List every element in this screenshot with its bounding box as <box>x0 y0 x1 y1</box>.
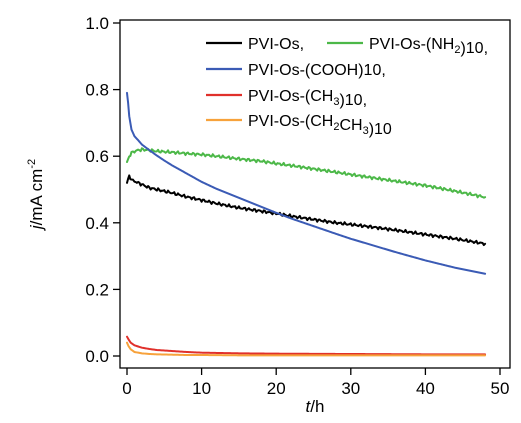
y-tick-label: 0.0 <box>85 347 109 366</box>
legend: PVI-Os, PVI-Os-(NH2)10, PVI-Os-(COOH)10, PV… <box>206 36 488 138</box>
x-tick-label: 40 <box>416 379 435 398</box>
x-tick-label: 10 <box>192 379 211 398</box>
legend-label: PVI-Os-(NH2)10, <box>369 36 488 57</box>
axis-titles: t/h j/mA cm-2 <box>26 159 324 416</box>
legend-label: PVI-Os-(CH3)10, <box>248 88 367 109</box>
y-tick-label: 1.0 <box>85 14 109 33</box>
y-tick-label: 0.2 <box>85 280 109 299</box>
plot-frame <box>119 19 511 369</box>
axis-ticks: 0 10 20 30 40 50 0.0 0.2 0.4 0.6 0.8 1.0 <box>85 14 509 398</box>
series-line-2 <box>126 91 487 275</box>
x-tick-label: 50 <box>491 379 510 398</box>
x-tick-label: 20 <box>267 379 286 398</box>
series-line-4 <box>126 341 487 357</box>
legend-label: PVI-Os-(CH2CH3)10 <box>248 113 392 138</box>
series-lines <box>126 91 487 357</box>
legend-label: PVI-Os-(COOH)10, <box>248 62 386 79</box>
series-line-1 <box>126 147 487 199</box>
series-line-3 <box>126 335 487 356</box>
series-line-0 <box>126 174 487 247</box>
y-axis-title: j/mA cm-2 <box>26 159 46 231</box>
y-tick-label: 0.4 <box>85 214 109 233</box>
y-tick-label: 0.8 <box>85 81 109 100</box>
x-tick-label: 30 <box>341 379 360 398</box>
x-axis-title: t/h <box>306 397 325 416</box>
y-tick-label: 0.6 <box>85 147 109 166</box>
x-tick-label: 0 <box>122 379 131 398</box>
legend-label: PVI-Os, <box>248 36 304 53</box>
